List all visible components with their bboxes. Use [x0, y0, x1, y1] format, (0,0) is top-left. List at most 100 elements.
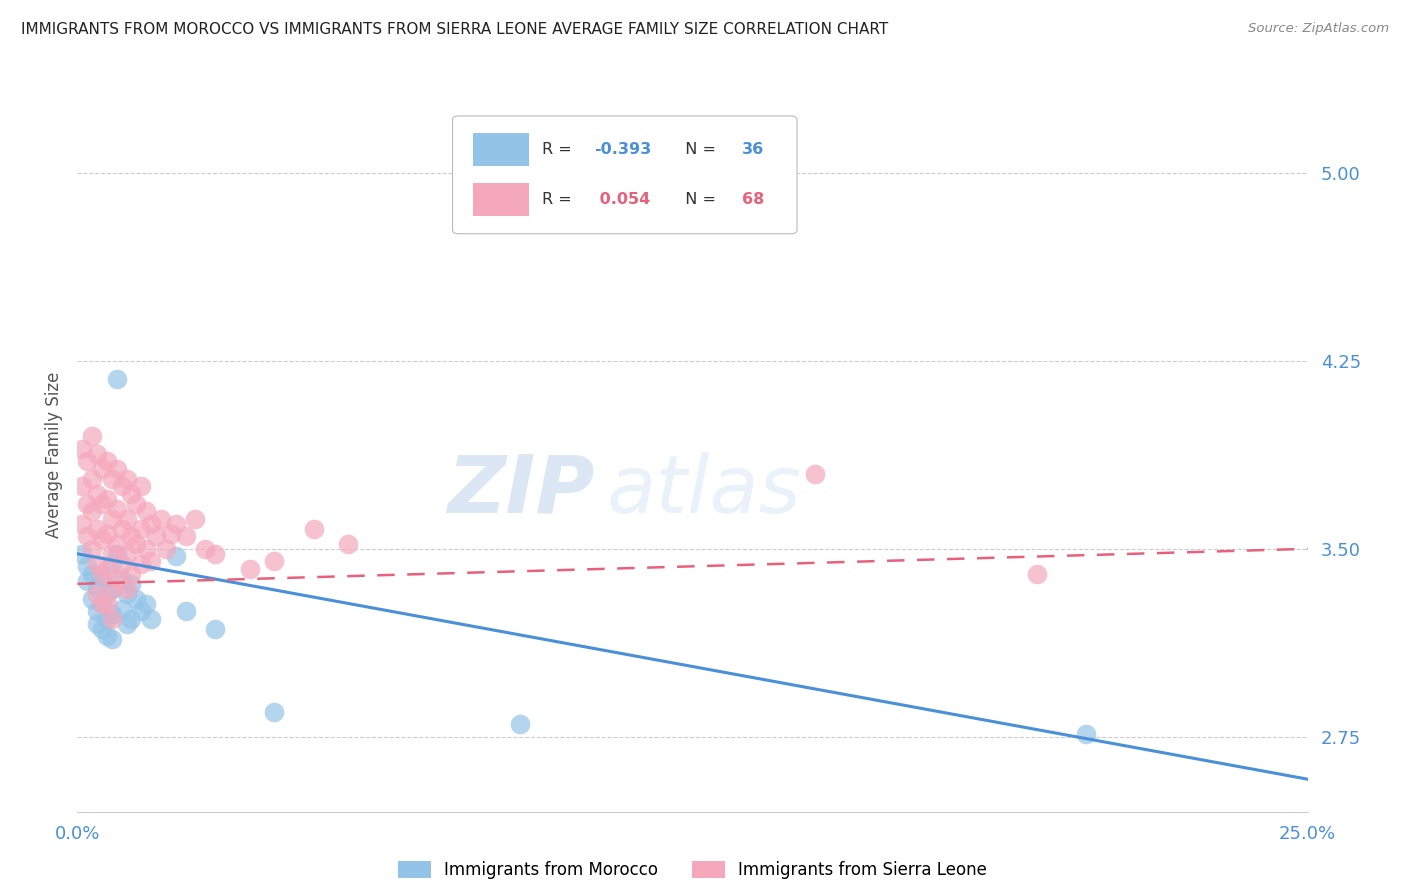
- Point: [90, 532, 114, 546]
- Point: [96, 491, 118, 506]
- Point: [76, 454, 98, 468]
- Point: [115, 512, 138, 526]
- Point: [105, 501, 128, 516]
- Point: [509, 717, 531, 731]
- Point: [76, 529, 98, 543]
- Point: [96, 597, 118, 611]
- Point: [115, 547, 138, 561]
- Text: 0.054: 0.054: [595, 192, 651, 207]
- Point: [86, 616, 108, 631]
- Point: [101, 582, 124, 596]
- Point: [121, 566, 143, 581]
- Point: [86, 522, 108, 536]
- Point: [86, 447, 108, 461]
- Point: [82, 429, 104, 443]
- Point: [204, 622, 226, 636]
- Point: [129, 522, 153, 536]
- Point: [135, 504, 157, 518]
- Point: [111, 522, 132, 536]
- Point: [184, 512, 207, 526]
- Text: Source: ZipAtlas.com: Source: ZipAtlas.com: [1249, 22, 1389, 36]
- FancyBboxPatch shape: [453, 116, 797, 234]
- Text: R =: R =: [543, 142, 578, 157]
- Text: ZIP: ZIP: [447, 451, 595, 530]
- Point: [125, 591, 148, 606]
- Point: [105, 461, 128, 475]
- Point: [129, 479, 153, 493]
- Point: [90, 497, 114, 511]
- Text: 36: 36: [742, 142, 763, 157]
- Point: [145, 529, 167, 543]
- Point: [121, 529, 143, 543]
- Y-axis label: Average Family Size: Average Family Size: [45, 372, 63, 538]
- Point: [105, 572, 128, 586]
- Point: [141, 612, 163, 626]
- Point: [90, 461, 114, 475]
- Point: [121, 612, 143, 626]
- Point: [90, 597, 114, 611]
- Point: [101, 512, 124, 526]
- Point: [135, 541, 157, 556]
- Point: [115, 587, 138, 601]
- Point: [115, 616, 138, 631]
- Point: [302, 522, 325, 536]
- Point: [70, 516, 93, 531]
- Point: [70, 479, 93, 493]
- Point: [111, 602, 132, 616]
- Point: [86, 487, 108, 501]
- Point: [160, 526, 183, 541]
- Point: [90, 597, 114, 611]
- Point: [115, 472, 138, 486]
- Text: 68: 68: [742, 192, 763, 207]
- Point: [111, 557, 132, 571]
- Point: [101, 607, 124, 621]
- Bar: [474, 133, 529, 166]
- Point: [165, 549, 187, 564]
- Point: [141, 516, 163, 531]
- Point: [263, 705, 285, 719]
- Point: [150, 512, 173, 526]
- Point: [96, 562, 118, 576]
- Point: [82, 504, 104, 518]
- Point: [76, 574, 98, 589]
- Point: [804, 467, 827, 481]
- Point: [1076, 727, 1098, 741]
- Text: N =: N =: [675, 192, 721, 207]
- Point: [101, 547, 124, 561]
- Point: [101, 632, 124, 646]
- Text: atlas: atlas: [606, 451, 801, 530]
- Point: [76, 559, 98, 574]
- Point: [135, 597, 157, 611]
- Point: [96, 612, 118, 626]
- Point: [82, 541, 104, 556]
- Point: [141, 554, 163, 568]
- Point: [129, 604, 153, 618]
- Point: [337, 537, 360, 551]
- Point: [111, 479, 132, 493]
- Point: [101, 612, 124, 626]
- Point: [165, 516, 187, 531]
- Point: [96, 630, 118, 644]
- Point: [155, 541, 177, 556]
- Point: [90, 566, 114, 581]
- Point: [82, 591, 104, 606]
- Point: [90, 622, 114, 636]
- Point: [129, 557, 153, 571]
- Text: -0.393: -0.393: [595, 142, 651, 157]
- Point: [115, 582, 138, 596]
- Point: [239, 562, 262, 576]
- Point: [90, 572, 114, 586]
- Text: R =: R =: [543, 192, 578, 207]
- Point: [111, 572, 132, 586]
- Point: [70, 442, 93, 456]
- Bar: [474, 183, 529, 216]
- Point: [125, 537, 148, 551]
- Text: N =: N =: [675, 142, 721, 157]
- Point: [194, 541, 217, 556]
- Point: [174, 604, 197, 618]
- Point: [263, 554, 285, 568]
- Point: [86, 604, 108, 618]
- Point: [105, 537, 128, 551]
- Text: IMMIGRANTS FROM MOROCCO VS IMMIGRANTS FROM SIERRA LEONE AVERAGE FAMILY SIZE CORR: IMMIGRANTS FROM MOROCCO VS IMMIGRANTS FR…: [21, 22, 889, 37]
- Point: [96, 526, 118, 541]
